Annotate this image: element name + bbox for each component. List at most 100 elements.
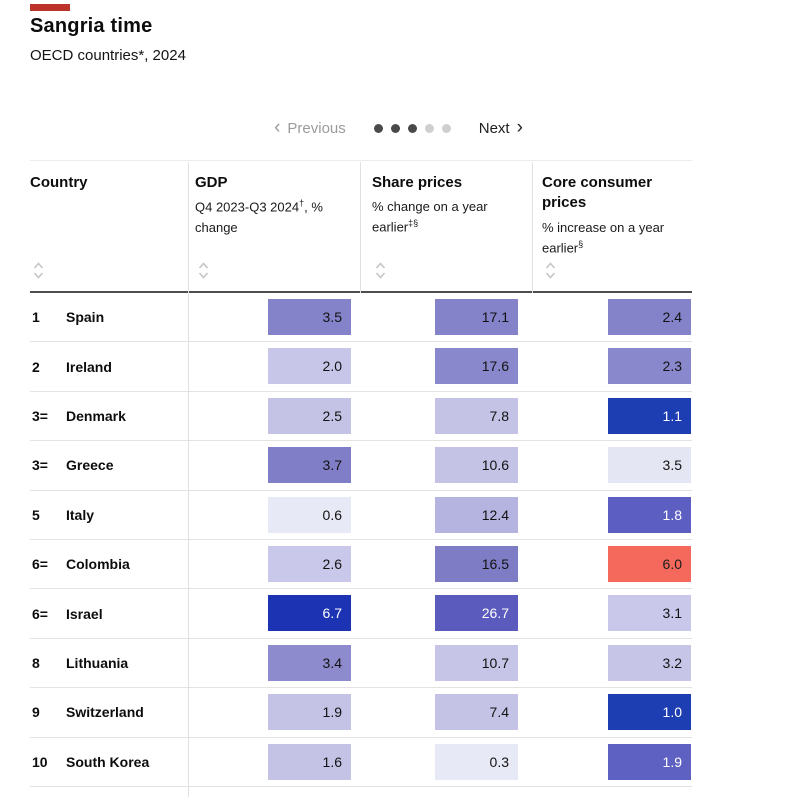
row-country: Israel xyxy=(66,605,103,622)
header-column-divider xyxy=(532,162,533,293)
brand-accent-bar xyxy=(30,4,70,11)
pagination: ‹ Previous Next › xyxy=(0,115,797,141)
pagination-dot[interactable] xyxy=(373,123,383,133)
sort-icon[interactable] xyxy=(197,261,211,281)
table-header: Country GDP Q4 2023-Q3 2024†, % change S… xyxy=(30,160,692,293)
next-button[interactable]: Next › xyxy=(478,116,523,138)
header-column-divider xyxy=(360,162,361,293)
core-value-cell: 1.8 xyxy=(608,496,691,533)
share-value-cell: 10.6 xyxy=(435,447,518,484)
row-rank: 10 xyxy=(32,753,48,770)
footnote-marker: ‡§ xyxy=(408,218,419,229)
chart-subtitle: OECD countries*, 2024 xyxy=(30,47,186,64)
column-sublabel: % change on a year earlier‡§ xyxy=(372,199,488,235)
next-label: Next xyxy=(478,119,510,137)
gdp-value-cell: 6.7 xyxy=(268,595,351,632)
gdp-value-cell: 0.6 xyxy=(268,496,351,533)
row-rank: 3= xyxy=(32,407,48,424)
core-value-cell: 1.1 xyxy=(608,397,691,434)
row-rank: 9 xyxy=(32,704,40,721)
chevron-right-icon: › xyxy=(516,116,523,138)
gdp-value-cell: 2.0 xyxy=(268,348,351,385)
row-rank: 8 xyxy=(32,654,40,671)
row-rank: 6= xyxy=(32,605,48,622)
column-header-gdp[interactable]: GDP Q4 2023-Q3 2024†, % change xyxy=(195,173,357,291)
table-row: 8 Lithuania 3.4 10.7 3.2 xyxy=(30,639,692,689)
table-row: 3= Denmark 2.5 7.8 1.1 xyxy=(30,392,692,442)
footnote-marker: † xyxy=(299,198,305,209)
sort-icon[interactable] xyxy=(32,261,46,281)
column-sublabel: Q4 2023-Q3 2024†, % change xyxy=(195,198,323,235)
table-row: 1 Spain 3.5 17.1 2.4 xyxy=(30,293,692,343)
row-rank: 3= xyxy=(32,457,48,474)
row-rank: 6= xyxy=(32,556,48,573)
gdp-value-cell: 1.9 xyxy=(268,694,351,731)
column-label: Country xyxy=(30,174,88,191)
core-value-cell: 3.1 xyxy=(608,595,691,632)
table-body: 1 Spain 3.5 17.1 2.4 2 Ireland 2.0 17.6 2.3 3= Denm… xyxy=(30,293,692,787)
share-value-cell: 0.3 xyxy=(435,743,518,780)
share-value-cell: 16.5 xyxy=(435,545,518,582)
gdp-value-cell: 3.7 xyxy=(268,447,351,484)
core-value-cell: 3.5 xyxy=(608,447,691,484)
pagination-dot[interactable] xyxy=(424,123,434,133)
table-row: 5 Italy 0.6 12.4 1.8 xyxy=(30,491,692,540)
share-value-cell: 17.1 xyxy=(435,299,518,335)
table-row: 6= Israel 6.7 26.7 3.1 xyxy=(30,589,692,639)
row-country: Spain xyxy=(66,309,105,326)
sort-icon[interactable] xyxy=(374,261,388,281)
gdp-value-cell: 3.4 xyxy=(268,644,351,681)
row-country: Denmark xyxy=(66,407,126,424)
share-value-cell: 12.4 xyxy=(435,496,518,533)
row-rank: 2 xyxy=(32,358,40,375)
core-value-cell: 2.3 xyxy=(608,348,691,385)
column-header-share-prices[interactable]: Share prices % change on a year earlier‡… xyxy=(372,173,522,291)
column-header-country[interactable]: Country xyxy=(30,173,180,291)
row-country: Switzerland xyxy=(66,704,144,721)
core-value-cell: 2.4 xyxy=(608,299,691,335)
pagination-dot[interactable] xyxy=(441,123,451,133)
row-country: South Korea xyxy=(66,753,150,770)
column-header-core-consumer-prices[interactable]: Core consumer prices % increase on a yea… xyxy=(542,173,684,291)
column-label: GDP xyxy=(195,174,228,191)
gdp-value-cell: 3.5 xyxy=(268,299,351,335)
row-rank: 5 xyxy=(32,506,40,523)
table-row: 6= Colombia 2.6 16.5 6.0 xyxy=(30,540,692,590)
row-country: Colombia xyxy=(66,556,130,573)
row-rank: 1 xyxy=(32,309,40,326)
column-divider xyxy=(188,162,189,797)
column-sublabel: % increase on a year earlier§ xyxy=(542,219,665,255)
table-row: 10 South Korea 1.6 0.3 1.9 xyxy=(30,738,692,787)
core-value-cell: 3.2 xyxy=(608,644,691,681)
column-label: Share prices xyxy=(372,174,463,191)
previous-button[interactable]: ‹ Previous xyxy=(274,116,346,138)
pagination-dots[interactable] xyxy=(373,123,451,133)
row-country: Lithuania xyxy=(66,654,129,671)
sort-icon[interactable] xyxy=(544,261,558,281)
share-value-cell: 17.6 xyxy=(435,348,518,385)
data-table: Country GDP Q4 2023-Q3 2024†, % change S… xyxy=(30,160,692,797)
footnote-marker: § xyxy=(578,238,584,249)
row-country: Greece xyxy=(66,457,114,474)
row-country: Italy xyxy=(66,506,95,523)
table-row: 3= Greece 3.7 10.6 3.5 xyxy=(30,441,692,491)
column-label: Core consumer prices xyxy=(542,174,653,212)
table-row: 2 Ireland 2.0 17.6 2.3 xyxy=(30,342,692,392)
chevron-left-icon: ‹ xyxy=(274,116,281,138)
chart-title: Sangria time xyxy=(30,15,153,37)
pagination-dot[interactable] xyxy=(407,123,417,133)
share-value-cell: 10.7 xyxy=(435,644,518,681)
core-value-cell: 1.0 xyxy=(608,694,691,731)
share-value-cell: 7.4 xyxy=(435,694,518,731)
core-value-cell: 1.9 xyxy=(608,743,691,780)
row-country: Ireland xyxy=(66,358,112,375)
table-row: 9 Switzerland 1.9 7.4 1.0 xyxy=(30,688,692,738)
share-value-cell: 26.7 xyxy=(435,595,518,632)
share-value-cell: 7.8 xyxy=(435,397,518,434)
gdp-value-cell: 2.5 xyxy=(268,397,351,434)
gdp-value-cell: 1.6 xyxy=(268,743,351,780)
core-value-cell: 6.0 xyxy=(608,545,691,582)
previous-label: Previous xyxy=(287,119,346,137)
pagination-dot[interactable] xyxy=(390,123,400,133)
